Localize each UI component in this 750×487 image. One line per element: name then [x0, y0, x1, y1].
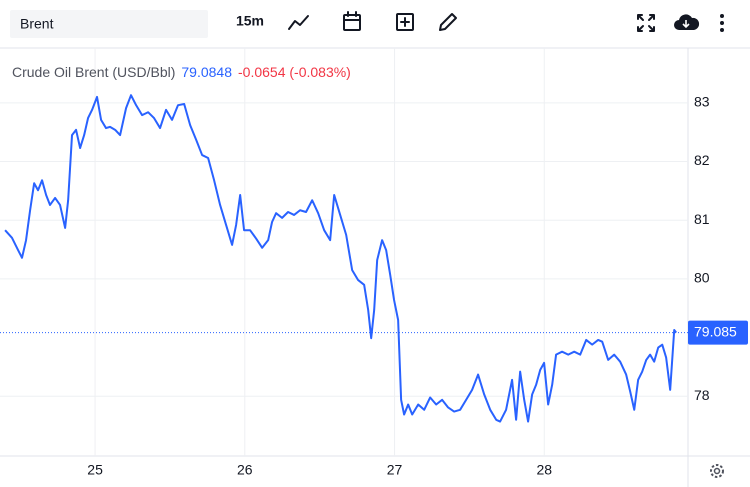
symbol-search[interactable] [10, 10, 208, 38]
price-line [4, 94, 677, 423]
x-tick-label: 26 [237, 462, 253, 478]
menu-icon[interactable] [720, 14, 724, 32]
y-tick-label: 78 [694, 387, 710, 403]
settings-icon[interactable] [710, 464, 724, 478]
y-tick-label: 81 [694, 211, 710, 227]
download-icon[interactable] [674, 14, 700, 30]
add-indicator-icon[interactable] [396, 13, 414, 31]
fullscreen-icon[interactable] [637, 14, 655, 32]
x-tick-label: 27 [387, 462, 403, 478]
toolbar: Brent 15m [0, 10, 750, 49]
last-price-label: 79.085 [694, 323, 737, 339]
x-tick-label: 25 [87, 462, 103, 478]
chart-type-icon[interactable] [288, 15, 309, 30]
legend-change: -0.0654 (-0.083%) [238, 64, 351, 80]
calendar-icon[interactable] [343, 11, 361, 31]
y-tick-label: 83 [694, 94, 710, 110]
draw-icon[interactable] [439, 13, 457, 31]
y-tick-label: 80 [694, 270, 710, 286]
legend-price: 79.0848 [181, 64, 232, 80]
legend: Crude Oil Brent (USD/Bbl) 79.0848 -0.0654 … [12, 64, 351, 80]
legend-title: Crude Oil Brent (USD/Bbl) [12, 64, 175, 80]
symbol-text[interactable]: Brent [20, 16, 54, 32]
x-tick-label: 28 [536, 462, 552, 478]
last-price-box [688, 320, 748, 345]
interval-button[interactable]: 15m [236, 13, 264, 29]
grid [0, 48, 688, 456]
y-tick-label: 82 [694, 152, 710, 168]
